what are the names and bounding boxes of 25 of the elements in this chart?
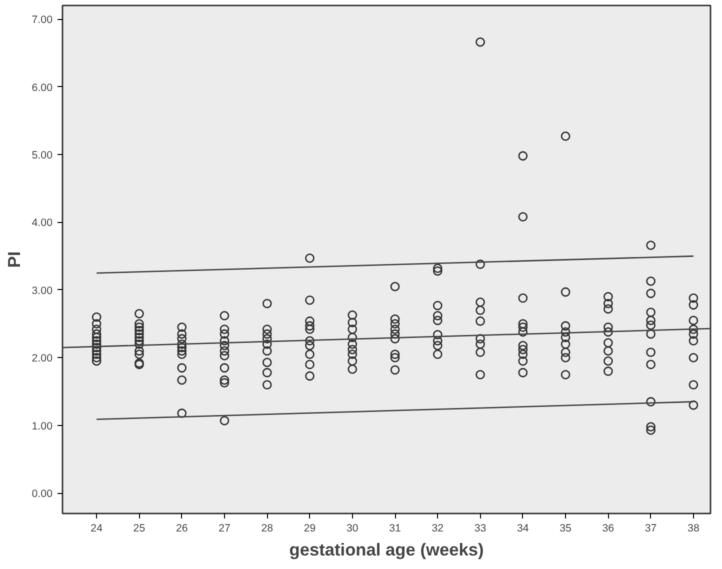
x-tick-label: 32	[432, 522, 444, 534]
y-tick-label: 6.00	[32, 82, 53, 94]
x-tick-label: 37	[644, 522, 657, 534]
x-tick-label: 25	[133, 522, 146, 534]
x-tick-label: 28	[261, 522, 274, 534]
x-tick-label: 36	[602, 522, 614, 534]
y-tick-label: 7.00	[32, 14, 53, 26]
x-tick-label: 31	[389, 522, 402, 534]
y-tick-label: 5.00	[32, 150, 53, 162]
y-axis-title: PI	[4, 251, 24, 268]
y-tick-label: 1.00	[32, 420, 53, 432]
y-tick-label: 2.00	[32, 352, 53, 365]
x-tick-label: 29	[304, 522, 316, 534]
x-tick-label: 34	[516, 522, 529, 534]
y-tick-label: 4.00	[32, 217, 53, 230]
x-tick-label: 26	[176, 522, 188, 534]
y-tick-label: 3.00	[32, 284, 53, 297]
x-tick-label: 30	[346, 522, 358, 534]
x-axis-title: gestational age (weeks)	[289, 540, 484, 560]
x-tick-label: 24	[90, 522, 103, 534]
x-tick-label: 33	[474, 522, 486, 534]
y-tick-label: 0.00	[32, 488, 53, 500]
x-tick-label: 27	[218, 522, 230, 534]
x-tick-label: 35	[560, 522, 572, 534]
x-tick-label: 38	[688, 522, 700, 534]
